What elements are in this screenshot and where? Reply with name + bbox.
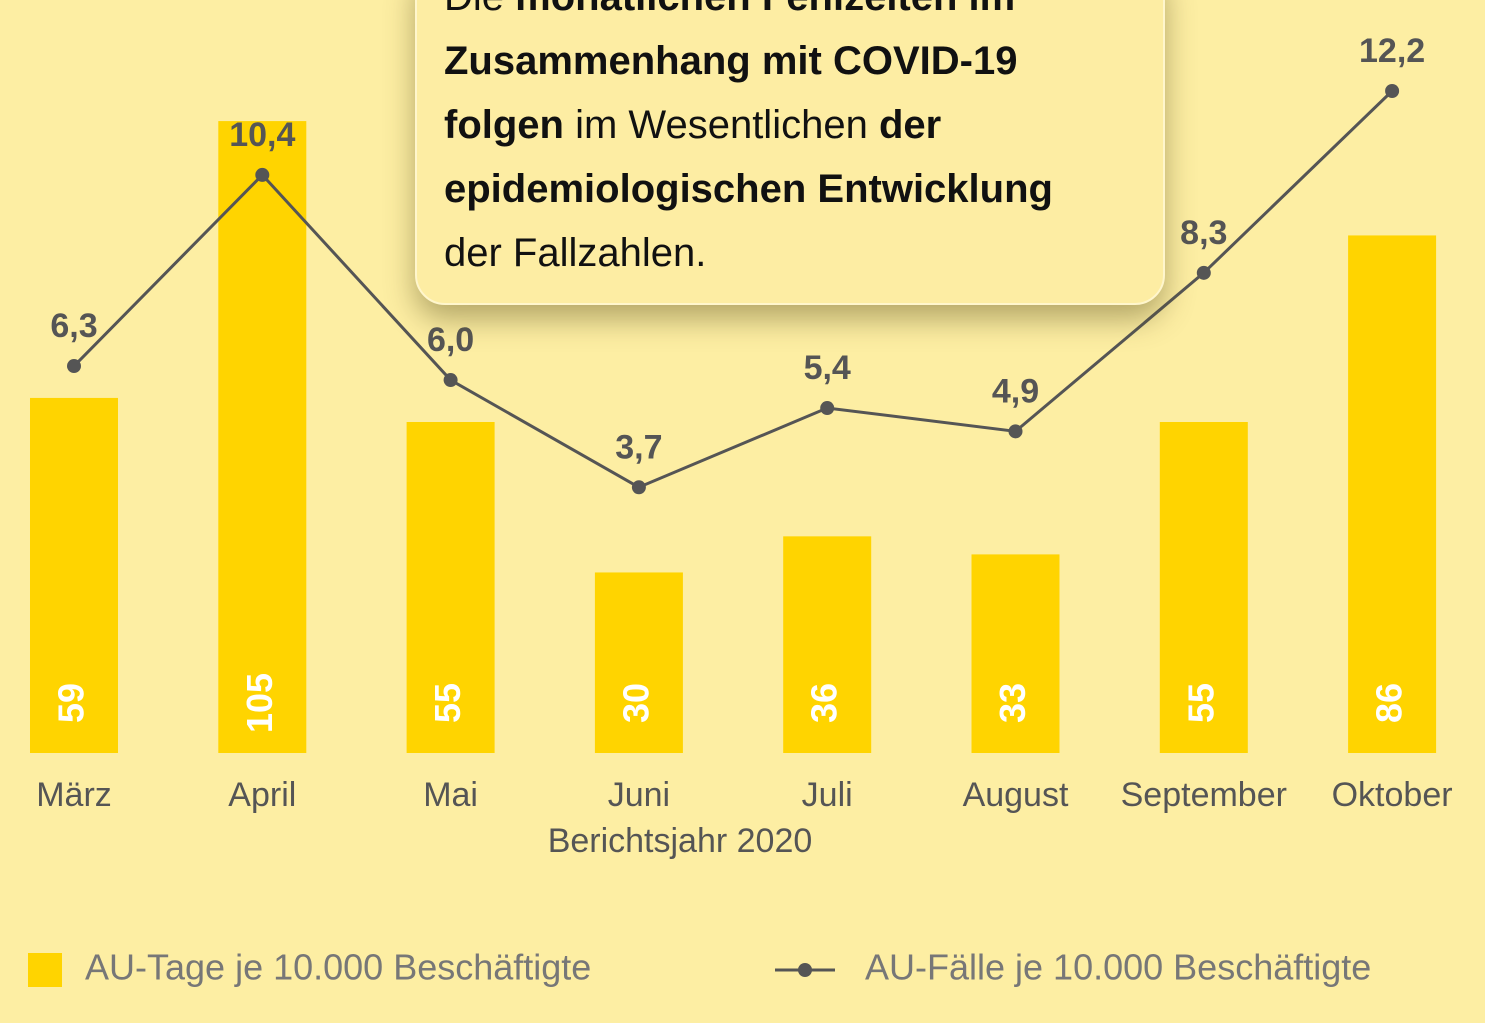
x-tick-label: Juli [802,776,853,814]
line-point [443,373,458,388]
bar [1159,422,1248,753]
line-point [631,480,646,495]
callout-text: monatlichen Fehlzeiten im [515,0,1015,19]
bar [1348,235,1437,753]
x-tick-label: April [228,776,296,814]
legend-label: AU-Tage je 10.000 Beschäftigte [85,947,591,988]
bar [594,572,683,753]
callout-line: epidemiologischen Entwicklung [444,157,1163,221]
line-value-label: 5,4 [804,349,851,387]
x-tick-label: September [1121,776,1287,814]
callout-text: Zusammenhang mit COVID-19 [444,39,1018,83]
bar-value-label: 86 [1369,683,1410,723]
line-point [255,167,270,182]
callout-line: Die monatlichen Fehlzeiten im [444,0,1163,29]
bar-value-label: 55 [1180,683,1221,723]
bar [30,397,118,753]
line-value-label: 10,4 [229,116,295,154]
callout-text: der Fallzahlen. [444,231,707,275]
callout-text: epidemiologischen Entwicklung [444,167,1053,211]
line-point [820,401,835,416]
bar [218,121,307,753]
bar-value-label: 59 [51,683,92,723]
callout-line: folgen im Wesentlichen der [444,93,1163,157]
callout-text: Die [444,0,515,19]
legend-swatch [28,953,62,987]
x-tick-label: Mai [423,776,478,814]
line-value-label: 6,0 [427,321,474,359]
line-value-label: 6,3 [50,307,97,345]
line [72,89,1394,489]
callout-text: folgen [444,103,564,147]
bar-value-label: 30 [615,683,656,723]
legend-label: AU-Fälle je 10.000 Beschäftigte [865,947,1371,988]
line-value-label: 3,7 [615,428,662,466]
bar-value-label: 55 [427,683,468,723]
x-tick-label: Juni [608,776,670,814]
x-axis-label: Berichtsjahr 2020 [548,822,813,860]
bar [783,536,872,753]
callout-line: Zusammenhang mit COVID-19 [444,29,1163,93]
x-tick-label: Oktober [1332,776,1453,814]
callout: Die monatlichen Fehlzeiten im Zusammenhan… [415,0,1165,305]
line-point [1008,424,1023,439]
bar-value-label: 36 [804,683,845,723]
x-tick-label: August [963,776,1069,814]
callout-text: im Wesentlichen [563,103,879,147]
bar-value-label: 105 [239,673,280,733]
bar [971,554,1060,753]
bar-value-label: 33 [992,683,1033,723]
bar [406,422,495,753]
callout-text: der [878,103,942,147]
line-point [1385,84,1400,98]
callout-line: der Fallzahlen. [444,221,1163,285]
line-value-label: 12,2 [1359,32,1425,70]
line-value-label: 8,3 [1180,214,1227,252]
line-point [1196,265,1211,280]
line-value-label: 4,9 [992,372,1039,410]
x-tick-label: März [36,776,112,814]
legend-dot [798,963,812,977]
line-point [67,359,81,374]
